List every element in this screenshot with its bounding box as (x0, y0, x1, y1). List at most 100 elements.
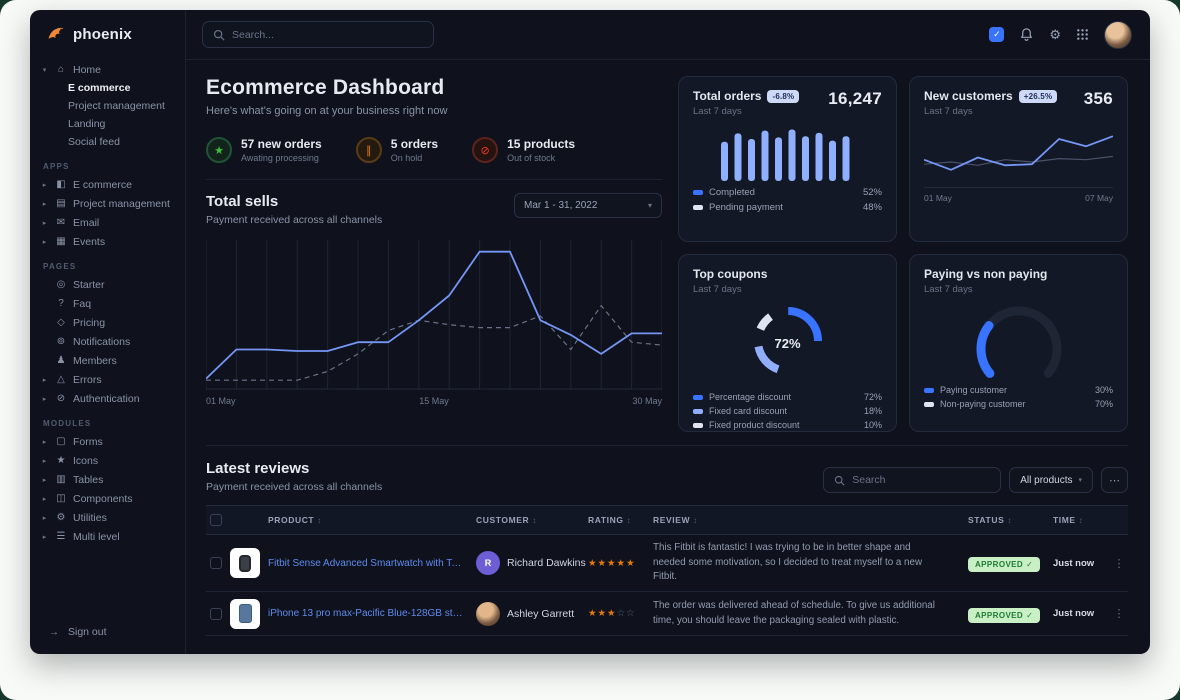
search-icon (835, 475, 845, 486)
sidebar-item-notifications[interactable]: ⊚ Notifications (40, 332, 175, 351)
sidebar-item-label: Home (73, 63, 102, 76)
sidebar-item-label: Utilities (73, 511, 107, 524)
sidebar-item-landing[interactable]: Landing (40, 115, 175, 133)
layers-icon: ☰ (56, 531, 66, 542)
product-link[interactable]: iPhone 13 pro max-Pacific Blue-128GB sto… (268, 608, 476, 620)
grid-apps-icon[interactable] (1076, 28, 1089, 41)
envelope-icon: ✉ (56, 217, 66, 228)
reviews-table-header: PRODUCT ↕ CUSTOMER ↕ RATING ↕ REVIEW ↕ STATU… (206, 505, 1128, 535)
question-icon: ? (58, 298, 64, 309)
select-all-checkbox[interactable] (210, 514, 222, 526)
column-product[interactable]: PRODUCT ↕ (268, 515, 322, 525)
stat-caption: On hold (390, 153, 423, 163)
sidebar-item-pricing[interactable]: ◇ Pricing (40, 313, 175, 332)
column-time[interactable]: TIME ↕ (1053, 515, 1084, 525)
card-title: Total orders (693, 89, 762, 103)
date-range-value: Mar 1 - 31, 2022 (524, 200, 598, 211)
user-avatar[interactable] (1104, 20, 1132, 49)
sidebar-item-faq[interactable]: ? Faq (40, 294, 175, 313)
cart-icon: ◧ (56, 179, 66, 190)
sidebar-item-project-management-dashboard[interactable]: Project management (40, 97, 175, 115)
row-checkbox[interactable] (210, 607, 222, 620)
phoenix-logo-icon (48, 27, 64, 39)
sidebar-item-apps-project-management[interactable]: ▸ ▤ Project management (40, 194, 175, 213)
chevron-down-icon: ▾ (42, 66, 47, 74)
sidebar-item-label: Landing (68, 118, 106, 130)
row-menu-button[interactable]: ⋮ (1113, 608, 1125, 621)
chevron-right-icon: ▸ (42, 533, 47, 541)
legend-fixed-product-discount: Fixed product discount 10% (693, 418, 882, 432)
bell-icon[interactable] (1019, 27, 1034, 42)
x-tick: 01 May (206, 396, 236, 406)
sidebar-item-authentication[interactable]: ▸ ⊘ Authentication (40, 389, 175, 408)
column-review[interactable]: REVIEW ↕ (653, 515, 698, 525)
sidebar-item-social-feed[interactable]: Social feed (40, 133, 175, 151)
reviews-search-input[interactable] (852, 474, 991, 486)
reviews-search[interactable] (823, 467, 1002, 493)
sidebar-item-tables[interactable]: ▸ ▥ Tables (40, 470, 175, 489)
sidebar-item-label: Multi level (73, 530, 120, 543)
row-menu-button[interactable]: ⋮ (1113, 557, 1125, 570)
review-time: Just now (1053, 608, 1095, 620)
legend-value: 52% (862, 187, 882, 198)
sidebar-item-components[interactable]: ▸ ◫ Components (40, 489, 175, 508)
stat-out-of-stock: ⊘ 15 products Out of stock (472, 137, 575, 163)
pause-icon: ∥ (355, 137, 382, 163)
rating-stars: ★★★★★ (588, 557, 636, 569)
sidebar-item-icons[interactable]: ▸ ★ Icons (40, 451, 175, 470)
sidebar-item-events[interactable]: ▸ ▦ Events (40, 232, 175, 251)
legend-value: 70% (1094, 399, 1113, 409)
sidebar-item-errors[interactable]: ▸ △ Errors (40, 370, 175, 389)
product-link[interactable]: Fitbit Sense Advanced Smartwatch with To… (268, 557, 476, 569)
legend-fixed-card-discount: Fixed card discount 18% (693, 404, 882, 418)
app-logo[interactable]: phoenix (30, 24, 185, 56)
column-rating[interactable]: RATING ↕ (588, 515, 632, 525)
filter-label: All products (1020, 474, 1073, 486)
sign-out-button[interactable]: → Sign out (30, 616, 185, 642)
sidebar-item-forms[interactable]: ▸ ▢ Forms (40, 432, 175, 451)
all-products-filter[interactable]: All products ▾ (1009, 467, 1093, 493)
column-customer[interactable]: CUSTOMER ↕ (476, 515, 537, 525)
sidebar-nav: ▾ ⌂ Home E commerce Project management L… (30, 56, 185, 616)
global-search[interactable] (202, 21, 434, 48)
stat-value: 5 orders (390, 137, 439, 151)
column-status[interactable]: STATUS ↕ (968, 515, 1012, 525)
stat-new-orders: ★ 57 new orders Awating processing (206, 137, 322, 163)
gear-icon[interactable]: ⚙ (1049, 27, 1061, 42)
legend-label: Percentage discount (709, 392, 792, 402)
date-range-select[interactable]: Mar 1 - 31, 2022 ▾ (514, 193, 662, 218)
x-tick: 30 May (632, 396, 662, 406)
change-badge: -6.8% (767, 89, 800, 103)
search-input[interactable] (232, 28, 423, 41)
customer-name: Richard Dawkins (507, 557, 586, 570)
table-row: iPhone 13 pro max-Pacific Blue-128GB sto… (206, 592, 1128, 637)
sidebar-item-label: Authentication (73, 392, 140, 405)
sidebar-item-starter[interactable]: ◎ Starter (40, 275, 175, 294)
sidebar-item-apps-e-commerce[interactable]: ▸ ◧ E commerce (40, 175, 175, 194)
paying-gauge-chart (924, 297, 1113, 383)
sidebar-item-home[interactable]: ▾ ⌂ Home (40, 60, 175, 79)
sidebar-item-members[interactable]: ♟ Members (40, 351, 175, 370)
checkbox-icon[interactable]: ✓ (989, 27, 1005, 42)
legend-value: 18% (863, 406, 882, 416)
star-badge-icon: ★ (206, 137, 232, 163)
sidebar-item-multi-level[interactable]: ▸ ☰ Multi level (40, 527, 175, 546)
legend-bullet (693, 205, 703, 210)
more-options-button[interactable]: ⋯ (1101, 467, 1128, 493)
sidebar-item-utilities[interactable]: ▸ ⚙ Utilities (40, 508, 175, 527)
stat-orders-on-hold: ∥ 5 orders On hold (355, 137, 439, 163)
sidebar-item-e-commerce-dashboard[interactable]: E commerce (40, 79, 175, 97)
new-customers-x-axis: 01 May 07 May (924, 193, 1113, 203)
row-checkbox[interactable] (210, 557, 222, 570)
table-row: Fitbit Sense Advanced Smartwatch with To… (206, 535, 1128, 593)
sidebar-item-label: Notifications (73, 335, 131, 348)
product-thumbnail-smartwatch[interactable] (230, 548, 260, 579)
donut-center-value: 72% (774, 336, 801, 351)
chevron-down-icon: ▾ (647, 201, 652, 210)
product-thumbnail-iphone[interactable] (230, 598, 260, 629)
sidebar-item-email[interactable]: ▸ ✉ Email (40, 213, 175, 232)
stat-value: 15 products (507, 137, 576, 151)
clipboard-icon: ▤ (56, 198, 66, 209)
legend-bullet (693, 408, 703, 414)
